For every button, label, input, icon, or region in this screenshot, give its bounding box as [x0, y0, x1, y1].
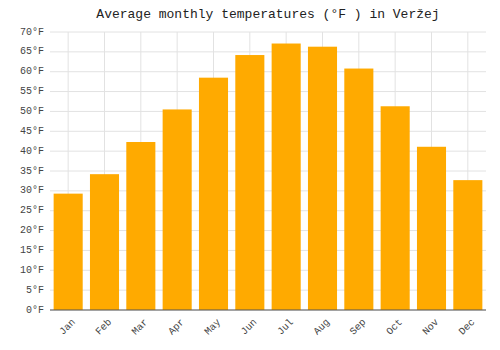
- y-tick-label: 0°F: [26, 305, 44, 316]
- x-tick-label: Jun: [239, 317, 260, 338]
- bar: [344, 69, 373, 310]
- y-tick-label: 5°F: [26, 285, 44, 296]
- chart: 0°F 5°F 10°F 15°F 20°F 25°F 30°F 35°F 40°F 45°F 50…: [0, 0, 500, 350]
- x-tick-label: Apr: [166, 317, 187, 338]
- y-tick-label: 50°F: [20, 106, 44, 117]
- y-tick-label: 10°F: [20, 265, 44, 276]
- bar: [272, 44, 301, 310]
- y-grid-line: [50, 32, 486, 33]
- x-tick-label: Mar: [130, 317, 151, 338]
- bar: [417, 147, 446, 310]
- y-axis: 0°F 5°F 10°F 15°F 20°F 25°F 30°F 35°F 40°F 45°F 50…: [20, 27, 44, 316]
- bar: [126, 142, 155, 310]
- y-tick-label: 40°F: [20, 146, 44, 157]
- x-tick-label: Sep: [348, 317, 369, 338]
- title: Average monthly temperatures (°F ) in Ve…: [96, 7, 439, 22]
- x-tick-label: Jul: [275, 317, 296, 338]
- x-tick-label: Dec: [457, 317, 478, 338]
- y-tick-label: 20°F: [20, 225, 44, 236]
- y-grid-line: [50, 91, 486, 92]
- y-grid-line: [50, 131, 486, 132]
- x-tick-label: Aug: [312, 317, 333, 338]
- y-grid-line: [50, 51, 486, 52]
- bar: [308, 47, 337, 310]
- x-tick-label: May: [203, 317, 224, 338]
- y-tick-label: 15°F: [20, 245, 44, 256]
- y-grid-line: [50, 71, 486, 72]
- y-tick-label: 55°F: [20, 86, 44, 97]
- y-tick-label: 70°F: [20, 27, 44, 38]
- x-axis-line: [50, 310, 486, 311]
- y-tick-label: 65°F: [20, 46, 44, 57]
- bar: [90, 174, 119, 310]
- x-tick-label: Oct: [384, 317, 405, 338]
- y-tick-label: 45°F: [20, 126, 44, 137]
- bar: [235, 55, 264, 310]
- y-grid-line: [50, 111, 486, 112]
- y-grid-line: [50, 310, 486, 311]
- chart-container: 0°F 5°F 10°F 15°F 20°F 25°F 30°F 35°F 40°F 45°F 50…: [0, 0, 500, 350]
- bar: [163, 109, 192, 310]
- bar: [381, 106, 410, 310]
- bar: [199, 78, 228, 310]
- x-axis: Jan Feb Mar Apr May Jun Jul Aug Sep Oct Nov Dec: [50, 310, 486, 337]
- grid: [50, 32, 486, 310]
- y-tick-label: 60°F: [20, 66, 44, 77]
- bars: [54, 44, 483, 310]
- y-tick-label: 25°F: [20, 205, 44, 216]
- y-tick-label: 30°F: [20, 185, 44, 196]
- x-tick-label: Jan: [57, 317, 78, 338]
- x-tick-label: Feb: [94, 317, 115, 338]
- bar: [54, 194, 83, 310]
- x-tick-label: Nov: [421, 317, 442, 338]
- y-tick-label: 35°F: [20, 166, 44, 177]
- bar: [453, 180, 482, 310]
